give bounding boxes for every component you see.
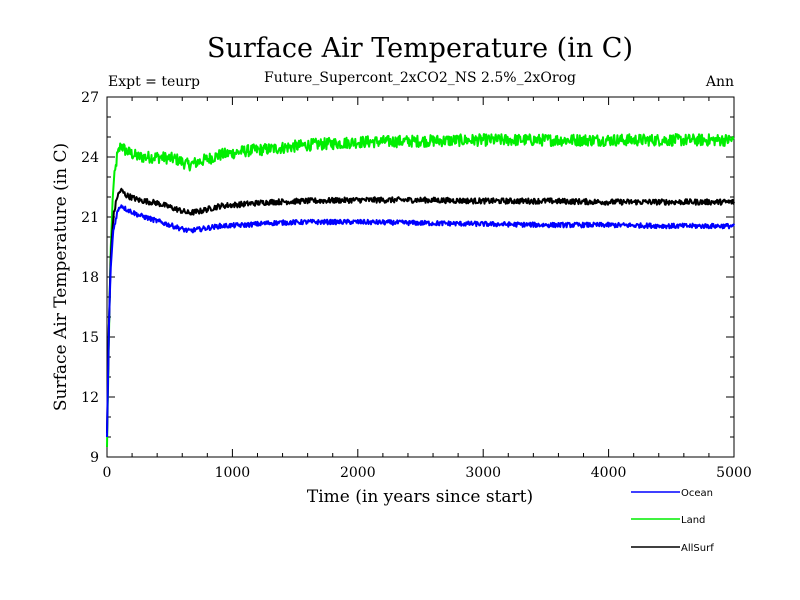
y-tick-label: 27 — [81, 90, 99, 106]
season-label: Ann — [705, 74, 734, 90]
x-tick-label: 3000 — [465, 465, 501, 481]
y-tick-label: 12 — [81, 390, 99, 406]
x-tick-label: 2000 — [340, 465, 376, 481]
series-line-land — [106, 133, 735, 448]
x-tick-label: 1000 — [215, 465, 251, 481]
axis-ticks: 0 1000 2000 3000 4000 5000 9 12 15 18 21 24 27 — [81, 90, 752, 481]
y-tick-label: 9 — [90, 450, 99, 466]
plot-frame — [106, 96, 735, 458]
x-tick-label: 0 — [103, 465, 112, 481]
chart-title: Surface Air Temperature (in C) — [207, 33, 633, 64]
chart-subtitle: Future_Supercont_2xCO2_NS 2.5%_2xOrog — [264, 70, 576, 86]
legend-label-ocean: Ocean — [681, 488, 713, 499]
series-line-allsurf — [106, 187, 735, 434]
legend: Ocean Land AllSurf — [631, 488, 714, 554]
series-layer — [106, 133, 735, 448]
y-tick-label: 18 — [81, 270, 99, 286]
experiment-label: Expt = teurp — [108, 74, 200, 90]
y-tick-label: 15 — [81, 330, 99, 346]
y-tick-label: 24 — [81, 150, 99, 166]
legend-label-allsurf: AllSurf — [681, 543, 714, 554]
y-axis-label: Surface Air Temperature (in C) — [51, 143, 71, 411]
x-axis-label: Time (in years since start) — [307, 487, 533, 507]
y-tick-label: 21 — [81, 210, 99, 226]
series-line-ocean — [106, 204, 735, 438]
x-tick-label: 5000 — [716, 465, 752, 481]
x-tick-label: 4000 — [591, 465, 627, 481]
plot-area: 0 1000 2000 3000 4000 5000 9 12 15 18 21 24 27 — [81, 90, 752, 481]
legend-label-land: Land — [681, 515, 705, 526]
